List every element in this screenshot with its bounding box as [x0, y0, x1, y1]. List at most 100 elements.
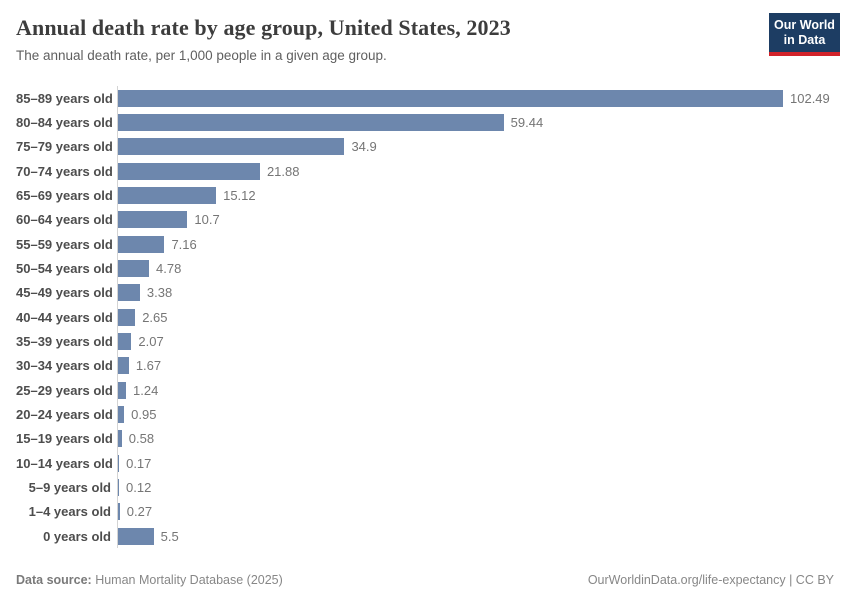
bar-row: 25–29 years old 1.24: [16, 377, 834, 403]
category-label: 5–9 years old: [28, 479, 111, 495]
category-label: 10–14 years old: [16, 455, 113, 471]
bar[interactable]: [118, 332, 132, 350]
bar-value-label: 0.27: [126, 504, 153, 520]
data-source-label: Data source:: [16, 573, 92, 587]
chart-header: Annual death rate by age group, United S…: [0, 0, 850, 64]
bar[interactable]: [118, 211, 188, 229]
bar-value-label: 59.44: [510, 114, 544, 130]
category-label: 15–19 years old: [16, 431, 113, 447]
bar-row: 40–44 years old 2.65: [16, 304, 834, 330]
category-label: 55–59 years old: [16, 236, 113, 252]
category-label: 45–49 years old: [16, 285, 113, 301]
bar-value-label: 0.58: [128, 431, 155, 447]
attribution-link[interactable]: OurWorldinData.org/life-expectancy | CC …: [587, 573, 834, 587]
bar-track: 2.65: [117, 304, 834, 330]
bar-track: 3.38: [117, 280, 834, 305]
bar-row: 45–49 years old 3.38: [16, 280, 834, 305]
bar[interactable]: [118, 113, 504, 131]
bar-value-label: 5.5: [160, 528, 179, 544]
bar-track: 1.24: [117, 377, 834, 403]
bar-row: 60–64 years old 10.7: [16, 207, 834, 232]
bar-row: 35–39 years old 2.07: [16, 329, 834, 354]
bar-row: 65–69 years old 15.12: [16, 183, 834, 208]
owid-logo[interactable]: Our World in Data: [769, 13, 840, 56]
category-label: 75–79 years old: [16, 139, 113, 155]
category-label: 25–29 years old: [16, 382, 113, 398]
bar[interactable]: [118, 454, 120, 472]
bar-value-label: 3.38: [146, 285, 173, 301]
bar[interactable]: [118, 405, 125, 423]
bar[interactable]: [118, 478, 119, 496]
bar-track: 102.49: [117, 86, 834, 111]
bar-value-label: 21.88: [266, 163, 300, 179]
category-label: 50–54 years old: [16, 260, 113, 276]
bar-value-label: 7.16: [171, 236, 197, 252]
bar-row: 50–54 years old 4.78: [16, 256, 834, 281]
bar[interactable]: [118, 381, 127, 399]
bar-row: 70–74 years old 21.88: [16, 158, 834, 184]
bar[interactable]: [118, 162, 260, 180]
bar[interactable]: [118, 503, 120, 521]
bar-row: 30–34 years old 1.67: [16, 353, 834, 378]
bar-track: 0.58: [117, 426, 834, 451]
bar-track: 0.12: [117, 475, 834, 500]
bar-value-label: 4.78: [156, 260, 182, 276]
owid-logo-line2: in Data: [783, 33, 826, 47]
bar-track: 15.12: [117, 183, 834, 208]
data-source-text: Human Mortality Database (2025): [91, 573, 283, 587]
bar-row: 20–24 years old 0.95: [16, 402, 834, 427]
bar-value-label: 1.24: [133, 382, 159, 398]
category-label: 1–4 years old: [28, 504, 111, 520]
chart-title: Annual death rate by age group, United S…: [16, 15, 511, 40]
bar[interactable]: [118, 259, 149, 277]
bar-row: 10–14 years old 0.17: [16, 450, 834, 476]
bar-track: 0.27: [117, 499, 834, 524]
bar-row: 15–19 years old 0.58: [16, 426, 834, 451]
bar[interactable]: [118, 89, 783, 107]
bar-row: 75–79 years old 34.9: [16, 134, 834, 159]
bar-row: 80–84 years old 59.44: [16, 110, 834, 135]
category-label: 20–24 years old: [16, 406, 113, 422]
bar-row: 85–89 years old 102.49: [16, 86, 834, 111]
bar[interactable]: [118, 357, 129, 375]
bar-value-label: 102.49: [790, 90, 830, 106]
category-label: 40–44 years old: [16, 309, 113, 325]
category-label: 35–39 years old: [16, 333, 113, 349]
bar-value-label: 1.67: [135, 358, 162, 374]
chart-footer: Data source: Human Mortality Database (2…: [16, 573, 834, 587]
owid-logo-line1: Our World: [774, 18, 835, 32]
bar-value-label: 15.12: [223, 187, 256, 203]
bar-track: 34.9: [117, 134, 834, 159]
bar[interactable]: [118, 308, 136, 326]
data-source: Data source: Human Mortality Database (2…: [16, 573, 283, 587]
bar-chart: 85–89 years old 102.49 80–84 years old 59.4…: [16, 86, 834, 549]
bar[interactable]: [118, 284, 140, 302]
bar-value-label: 10.7: [194, 212, 220, 228]
bar-row: 0 years old 5.5: [16, 523, 834, 549]
bar-rows: 85–89 years old 102.49 80–84 years old 59.4…: [16, 86, 834, 549]
category-label: 80–84 years old: [16, 114, 113, 130]
bar-value-label: 2.07: [138, 333, 164, 349]
category-label: 70–74 years old: [16, 163, 113, 179]
chart-subtitle: The annual death rate, per 1,000 people …: [16, 48, 387, 63]
bar[interactable]: [118, 138, 345, 156]
bar-value-label: 0.95: [131, 406, 157, 422]
bar[interactable]: [118, 186, 217, 204]
bar[interactable]: [118, 235, 165, 253]
bar-track: 21.88: [117, 158, 834, 184]
bar-value-label: 2.65: [142, 309, 168, 325]
category-label: 0 years old: [43, 528, 111, 544]
category-label: 30–34 years old: [16, 358, 113, 374]
bar-track: 0.95: [117, 402, 834, 427]
bar-row: 5–9 years old 0.12: [16, 475, 834, 500]
bar-track: 7.16: [117, 231, 834, 257]
bar[interactable]: [118, 527, 154, 545]
bar-track: 10.7: [117, 207, 834, 232]
category-label: 85–89 years old: [16, 90, 113, 106]
bar[interactable]: [118, 430, 122, 448]
bar-track: 5.5: [117, 523, 834, 549]
bar-value-label: 0.12: [126, 479, 152, 495]
bar-track: 0.17: [117, 450, 834, 476]
bar-track: 2.07: [117, 329, 834, 354]
